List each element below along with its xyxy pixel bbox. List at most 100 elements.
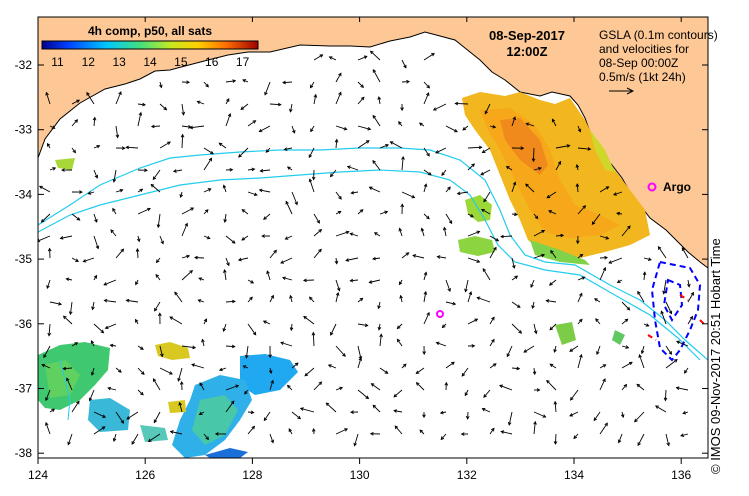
velocity-arrow bbox=[599, 267, 606, 281]
velocity-arrowhead bbox=[169, 316, 174, 320]
velocity-arrowhead bbox=[280, 341, 284, 346]
velocity-arrowhead bbox=[204, 209, 209, 213]
velocity-arrowhead bbox=[548, 282, 553, 286]
velocity-arrowhead bbox=[533, 420, 537, 425]
velocity-arrowhead bbox=[626, 306, 631, 311]
velocity-arrow bbox=[593, 411, 601, 421]
velocity-arrowhead bbox=[462, 127, 467, 131]
velocity-arrowhead bbox=[484, 110, 488, 115]
velocity-arrow bbox=[291, 191, 298, 205]
velocity-arrowhead bbox=[343, 126, 348, 131]
velocity-arrowhead bbox=[302, 278, 307, 283]
velocity-arrowhead bbox=[657, 246, 662, 250]
velocity-arrowhead bbox=[262, 320, 267, 324]
velocity-arrowhead bbox=[460, 432, 465, 436]
velocity-arrow bbox=[546, 380, 557, 391]
velocity-arrow bbox=[637, 291, 645, 303]
velocity-arrow bbox=[67, 433, 73, 445]
velocity-arrow bbox=[482, 147, 491, 153]
velocity-arrow bbox=[91, 367, 95, 376]
velocity-arrowhead bbox=[222, 328, 227, 332]
argo-float-marker-2 bbox=[436, 310, 444, 318]
velocity-arrowhead bbox=[159, 84, 163, 89]
velocity-arrowhead bbox=[43, 354, 47, 359]
velocity-arrowhead bbox=[499, 384, 503, 388]
velocity-arrowhead bbox=[384, 370, 389, 374]
velocity-arrowhead bbox=[676, 340, 680, 344]
x-axis: 124 126 128 130 132 134 136 bbox=[28, 17, 692, 482]
velocity-arrow bbox=[310, 81, 315, 88]
velocity-arrow bbox=[263, 213, 271, 220]
velocity-arrow bbox=[552, 118, 557, 127]
velocity-arrow bbox=[90, 340, 95, 347]
velocity-arrow bbox=[312, 332, 315, 347]
velocity-arrowhead bbox=[180, 133, 185, 138]
x-tick-label: 126 bbox=[135, 468, 155, 482]
velocity-arrow bbox=[445, 186, 451, 193]
velocity-arrowhead bbox=[403, 64, 407, 69]
velocity-arrow bbox=[577, 276, 585, 281]
velocity-arrowhead bbox=[593, 298, 598, 302]
velocity-arrow bbox=[371, 383, 381, 391]
velocity-arrow bbox=[181, 223, 188, 237]
velocity-arrowhead bbox=[238, 154, 242, 158]
velocity-arrowhead bbox=[516, 304, 521, 308]
velocity-arrowhead bbox=[95, 245, 100, 250]
gsla-contour-3 bbox=[59, 359, 71, 421]
velocity-arrowhead bbox=[51, 408, 56, 413]
velocity-arrowhead bbox=[364, 323, 369, 328]
velocity-arrowhead bbox=[167, 141, 171, 145]
velocity-arrowhead bbox=[258, 188, 263, 193]
velocity-arrowhead bbox=[101, 426, 106, 430]
velocity-arrowhead bbox=[439, 410, 444, 415]
velocity-arrowhead bbox=[169, 371, 173, 375]
velocity-arrow bbox=[137, 112, 142, 127]
velocity-arrowhead bbox=[336, 287, 341, 292]
velocity-arrow bbox=[181, 134, 184, 149]
velocity-arrowhead bbox=[683, 369, 688, 374]
velocity-arrowhead bbox=[144, 168, 148, 173]
velocity-arrowhead bbox=[92, 116, 97, 121]
velocity-arrowhead bbox=[363, 55, 368, 59]
gsla-positive-contours bbox=[647, 294, 707, 341]
velocity-arrowhead bbox=[285, 200, 289, 205]
velocity-arrow bbox=[357, 389, 369, 399]
x-tick-label: 136 bbox=[671, 468, 691, 482]
velocity-arrowhead bbox=[520, 146, 525, 150]
velocity-arrowhead bbox=[270, 294, 274, 299]
velocity-arrow bbox=[401, 59, 407, 69]
velocity-arrow bbox=[523, 345, 535, 353]
velocity-arrow bbox=[570, 389, 579, 401]
velocity-arrowhead bbox=[120, 248, 125, 253]
velocity-arrowhead bbox=[525, 183, 529, 188]
velocity-arrow bbox=[591, 213, 601, 225]
velocity-arrow bbox=[484, 103, 491, 114]
velocity-arrow bbox=[423, 183, 427, 193]
velocity-arrowhead bbox=[169, 430, 174, 434]
velocity-arrow bbox=[511, 367, 520, 370]
velocity-arrow bbox=[546, 191, 557, 199]
velocity-arrow bbox=[60, 235, 73, 239]
velocity-arrow bbox=[401, 191, 415, 199]
velocity-arrow bbox=[440, 433, 447, 440]
velocity-arrow bbox=[181, 255, 190, 259]
velocity-arrowhead bbox=[461, 373, 466, 377]
velocity-arrow bbox=[335, 428, 348, 435]
velocity-arrowhead bbox=[349, 278, 354, 283]
velocity-arrow bbox=[240, 103, 249, 110]
velocity-arrow bbox=[483, 191, 491, 202]
velocity-arrow bbox=[335, 139, 338, 149]
velocity-arrowhead bbox=[605, 236, 610, 240]
velocity-arrowhead bbox=[126, 416, 131, 420]
velocity-arrow bbox=[308, 147, 315, 158]
velocity-arrow bbox=[115, 367, 122, 373]
gsla-negative-contours bbox=[650, 260, 702, 362]
y-tick-label: -34 bbox=[15, 187, 33, 201]
velocity-arrow bbox=[357, 345, 362, 360]
velocity-arrowhead bbox=[150, 183, 155, 188]
x-tick-label: 134 bbox=[564, 468, 584, 482]
velocity-arrowhead bbox=[79, 190, 83, 194]
velocity-arrowhead bbox=[177, 377, 181, 382]
velocity-arrow bbox=[155, 274, 161, 281]
velocity-arrowhead bbox=[163, 106, 168, 111]
